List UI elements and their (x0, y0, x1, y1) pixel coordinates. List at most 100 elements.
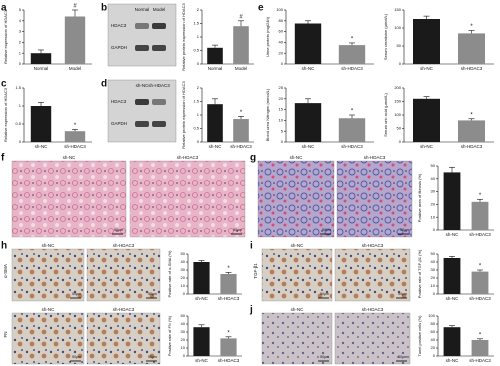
y-axis-label: Positive area of fibrosis (%) (417, 173, 422, 222)
y-tick-label: 25 (279, 85, 284, 90)
y-tick-label: 50 (397, 43, 402, 48)
blot-row-label: HDAC3 (111, 23, 127, 28)
group-label: sh-HDAC3 (113, 307, 135, 312)
y-tick-label: 100 (394, 25, 401, 30)
y-tick-label: 200 (394, 85, 401, 90)
y-tick-label: 20 (431, 275, 436, 280)
x-tick-label: Model (235, 66, 247, 71)
y-tick-label: 20 (181, 337, 186, 342)
y-tick-label: 1.5 (193, 21, 199, 26)
x-tick-label: sh-NC (446, 232, 460, 237)
scale-label: 50μm (72, 292, 81, 296)
y-tick-label: 0.5 (193, 126, 199, 131)
panel-letter: f (1, 153, 5, 164)
y-tick-label: 0 (399, 61, 402, 66)
y-tick-label: 4 (19, 18, 22, 23)
bar (233, 119, 249, 142)
blot-band (135, 45, 149, 51)
bar (30, 106, 52, 142)
panel-letter: h (1, 241, 7, 252)
group-label: sh-NC (42, 307, 56, 312)
significance-mark: * (479, 332, 482, 338)
micrograph (11, 160, 127, 238)
micrograph (336, 160, 413, 238)
y-axis-label: Relative protein expression of HDAC3 (181, 3, 186, 71)
y-tick-label: 0 (183, 291, 186, 296)
y-tick-label: 50 (431, 163, 436, 168)
scale-label: 50μm (398, 292, 407, 296)
y-tick-label: 100 (276, 7, 283, 12)
bar (443, 172, 461, 230)
x-tick-label: Model (69, 66, 81, 71)
bar (413, 98, 440, 142)
blot-band (135, 121, 149, 127)
y-tick-label: 0 (399, 139, 402, 144)
scale-label: 50μm (398, 355, 407, 359)
group-label: sh-NC (291, 307, 305, 312)
y-tick-label: 0 (281, 139, 284, 144)
y-tick-label: 60 (431, 329, 436, 334)
y-tick-label: 100 (428, 313, 435, 318)
bar (294, 23, 322, 64)
y-tick-label: 5 (281, 128, 284, 133)
micrograph (129, 160, 246, 238)
y-tick-label: 0.5 (193, 48, 199, 53)
group-label: sh-NC (63, 155, 77, 160)
x-tick-label: sh-HDAC3 (218, 358, 240, 363)
x-tick-label: sh-NC (420, 66, 434, 71)
blot-column-label: Normal (135, 7, 150, 12)
x-tick-label: sh-HDAC3 (230, 144, 252, 149)
blot-column-label: Model (153, 7, 165, 12)
significance-mark: * (351, 109, 354, 115)
blot-row-label: GAPDH (111, 45, 127, 50)
y-tick-label: 2 (19, 39, 22, 44)
y-axis-label: Positive rate of α-SMA (%) (167, 250, 172, 298)
significance-mark: * (351, 37, 354, 43)
significance-mark: * (74, 123, 77, 129)
y-tick-label: 10 (181, 283, 186, 288)
micrograph (261, 312, 333, 365)
panel-letter: e (258, 3, 264, 14)
significance-mark: # (239, 14, 243, 20)
micrograph (11, 248, 85, 302)
y-tick-label: 20 (279, 96, 284, 101)
y-tick-label: 3 (19, 29, 22, 34)
bar (193, 262, 210, 294)
bar (233, 26, 249, 64)
y-tick-label: 30 (181, 329, 186, 334)
x-tick-label: sh-HDAC3 (341, 144, 363, 149)
group-label: sh-HDAC3 (362, 243, 384, 248)
blot-band (135, 23, 149, 29)
panel-letter: c (1, 79, 7, 90)
x-tick-label: sh-NC (302, 144, 316, 149)
bar (458, 33, 485, 64)
x-tick-label: sh-HDAC3 (469, 296, 491, 301)
row-label: FN (3, 332, 8, 338)
bar (458, 120, 485, 142)
bar (193, 327, 210, 356)
blot-row-label: GAPDH (111, 121, 127, 126)
blot-band (152, 45, 166, 51)
bar (413, 19, 440, 64)
y-tick-label: 10 (431, 283, 436, 288)
bar (294, 103, 322, 142)
y-tick-label: 20 (181, 275, 186, 280)
micrograph (257, 160, 335, 238)
y-tick-label: 0 (197, 139, 200, 144)
y-tick-label: 2 (197, 7, 200, 12)
x-tick-label: sh-NC (35, 144, 49, 149)
x-tick-label: sh-HDAC3 (469, 358, 491, 363)
x-tick-label: sh-HDAC3 (461, 144, 483, 149)
panel-letter: b (101, 3, 107, 14)
group-label: sh-HDAC3 (113, 243, 135, 248)
bar (207, 47, 223, 64)
y-tick-label: 10 (431, 214, 436, 219)
x-tick-label: sh-NC (195, 296, 209, 301)
scale-label: 50μm (320, 355, 329, 359)
micrograph (334, 312, 411, 365)
y-axis-label: Relative protein expression of HDAC3 (181, 81, 186, 149)
y-axis-label: Serum creatinine (μmol/L) (383, 13, 388, 60)
y-tick-label: 30 (431, 267, 436, 272)
y-tick-label: 1 (197, 112, 200, 117)
y-axis-label: Positive rate of FN (%) (167, 315, 172, 356)
